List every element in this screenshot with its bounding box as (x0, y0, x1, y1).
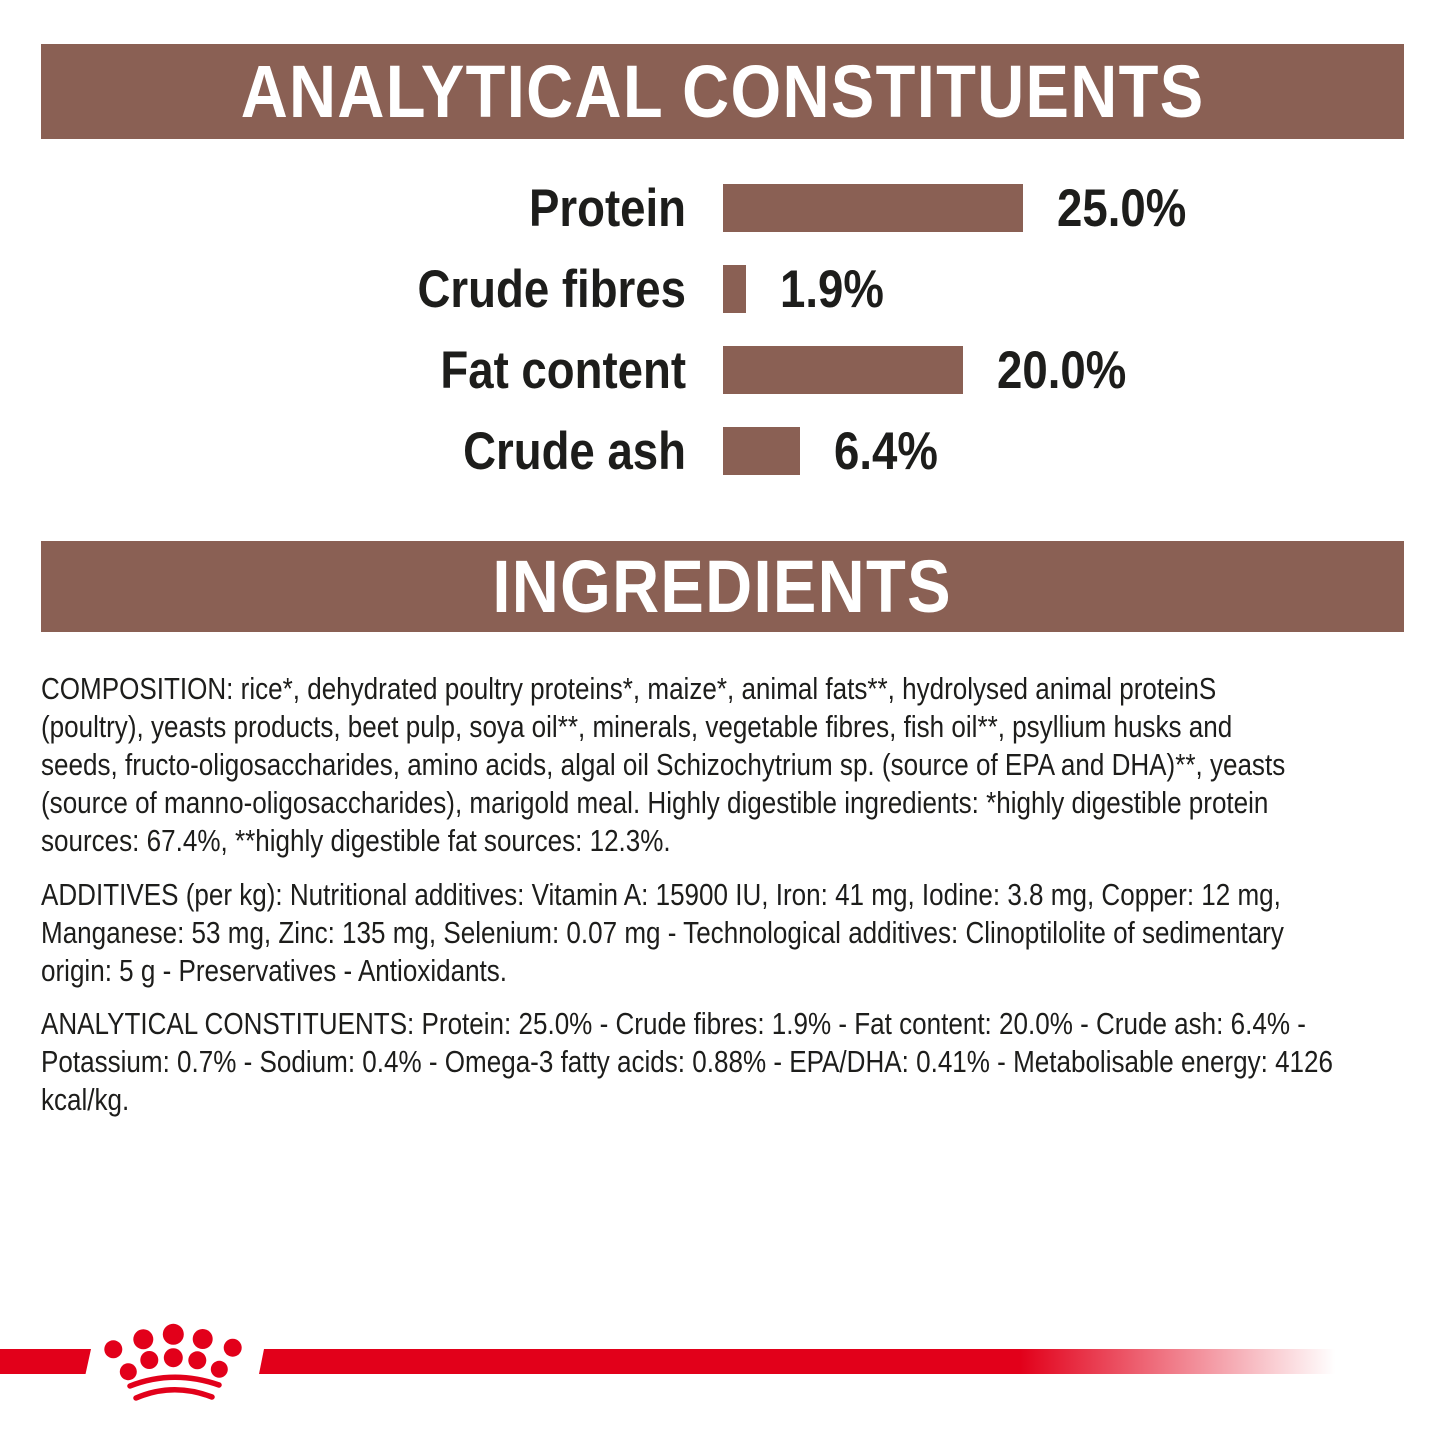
chart-bar (723, 184, 1023, 232)
chart-row: Fat content 20.0% (0, 341, 1445, 400)
text-line: Manganese: 53 mg, Zinc: 135 mg, Selenium… (41, 915, 1284, 950)
text-line: sources: 67.4%, **highly digestible fat … (41, 823, 671, 858)
royal-canin-crown-icon (104, 1323, 242, 1401)
text-line: Potassium: 0.7% - Sodium: 0.4% - Omega-3… (41, 1044, 1334, 1079)
text-line: ANALYTICAL CONSTITUENTS: Protein: 25.0% … (41, 1006, 1306, 1041)
analytical-constituents-paragraph: ANALYTICAL CONSTITUENTS: Protein: 25.0% … (41, 1005, 1333, 1119)
text-line: origin: 5 g - Preservatives - Antioxidan… (41, 953, 508, 988)
chart-bar (723, 265, 746, 313)
chart-value-label: 1.9% (780, 259, 884, 319)
chart-category-label: Fat content (440, 340, 686, 400)
text-line: kcal/kg. (41, 1082, 130, 1117)
chart-value-label: 25.0% (1057, 178, 1187, 238)
chart-row: Protein 25.0% (0, 179, 1445, 238)
composition-paragraph: COMPOSITION: rice*, dehydrated poultry p… (41, 670, 1285, 860)
chart-value-label: 20.0% (997, 340, 1127, 400)
ingredients-header: INGREDIENTS (41, 541, 1404, 632)
ingredients-header-label: INGREDIENTS (492, 545, 953, 628)
additives-paragraph: ADDITIVES (per kg): Nutritional additive… (41, 876, 1284, 990)
text-line: ADDITIVES (per kg): Nutritional additive… (41, 877, 1281, 912)
chart-bar (723, 346, 963, 394)
chart-row: Crude fibres 1.9% (0, 260, 1445, 319)
text-line: (poultry), yeasts products, beet pulp, s… (41, 709, 1233, 744)
chart-value-label: 6.4% (834, 421, 938, 481)
bar-chart: Protein 25.0% Crude fibres 1.9% Fat content 2… (0, 179, 1445, 508)
analytical-constituents-header: ANALYTICAL CONSTITUENTS (41, 44, 1404, 139)
text-line: COMPOSITION: rice*, dehydrated poultry p… (41, 671, 1217, 706)
crown-arcs (127, 1374, 222, 1401)
text-line: (source of manno-oligosaccharides), mari… (41, 785, 1269, 820)
chart-category-label: Crude ash (463, 421, 686, 481)
footer-stripe-left (0, 1349, 91, 1374)
analytical-constituents-header-label: ANALYTICAL CONSTITUENTS (240, 50, 1205, 133)
footer-stripe-right (259, 1349, 1346, 1374)
chart-row: Crude ash 6.4% (0, 422, 1445, 481)
chart-category-label: Crude fibres (417, 259, 686, 319)
chart-bar (723, 427, 800, 475)
text-line: seeds, fructo-oligosaccharides, amino ac… (41, 747, 1286, 782)
crown-dots (104, 1323, 242, 1381)
chart-category-label: Protein (528, 178, 686, 238)
